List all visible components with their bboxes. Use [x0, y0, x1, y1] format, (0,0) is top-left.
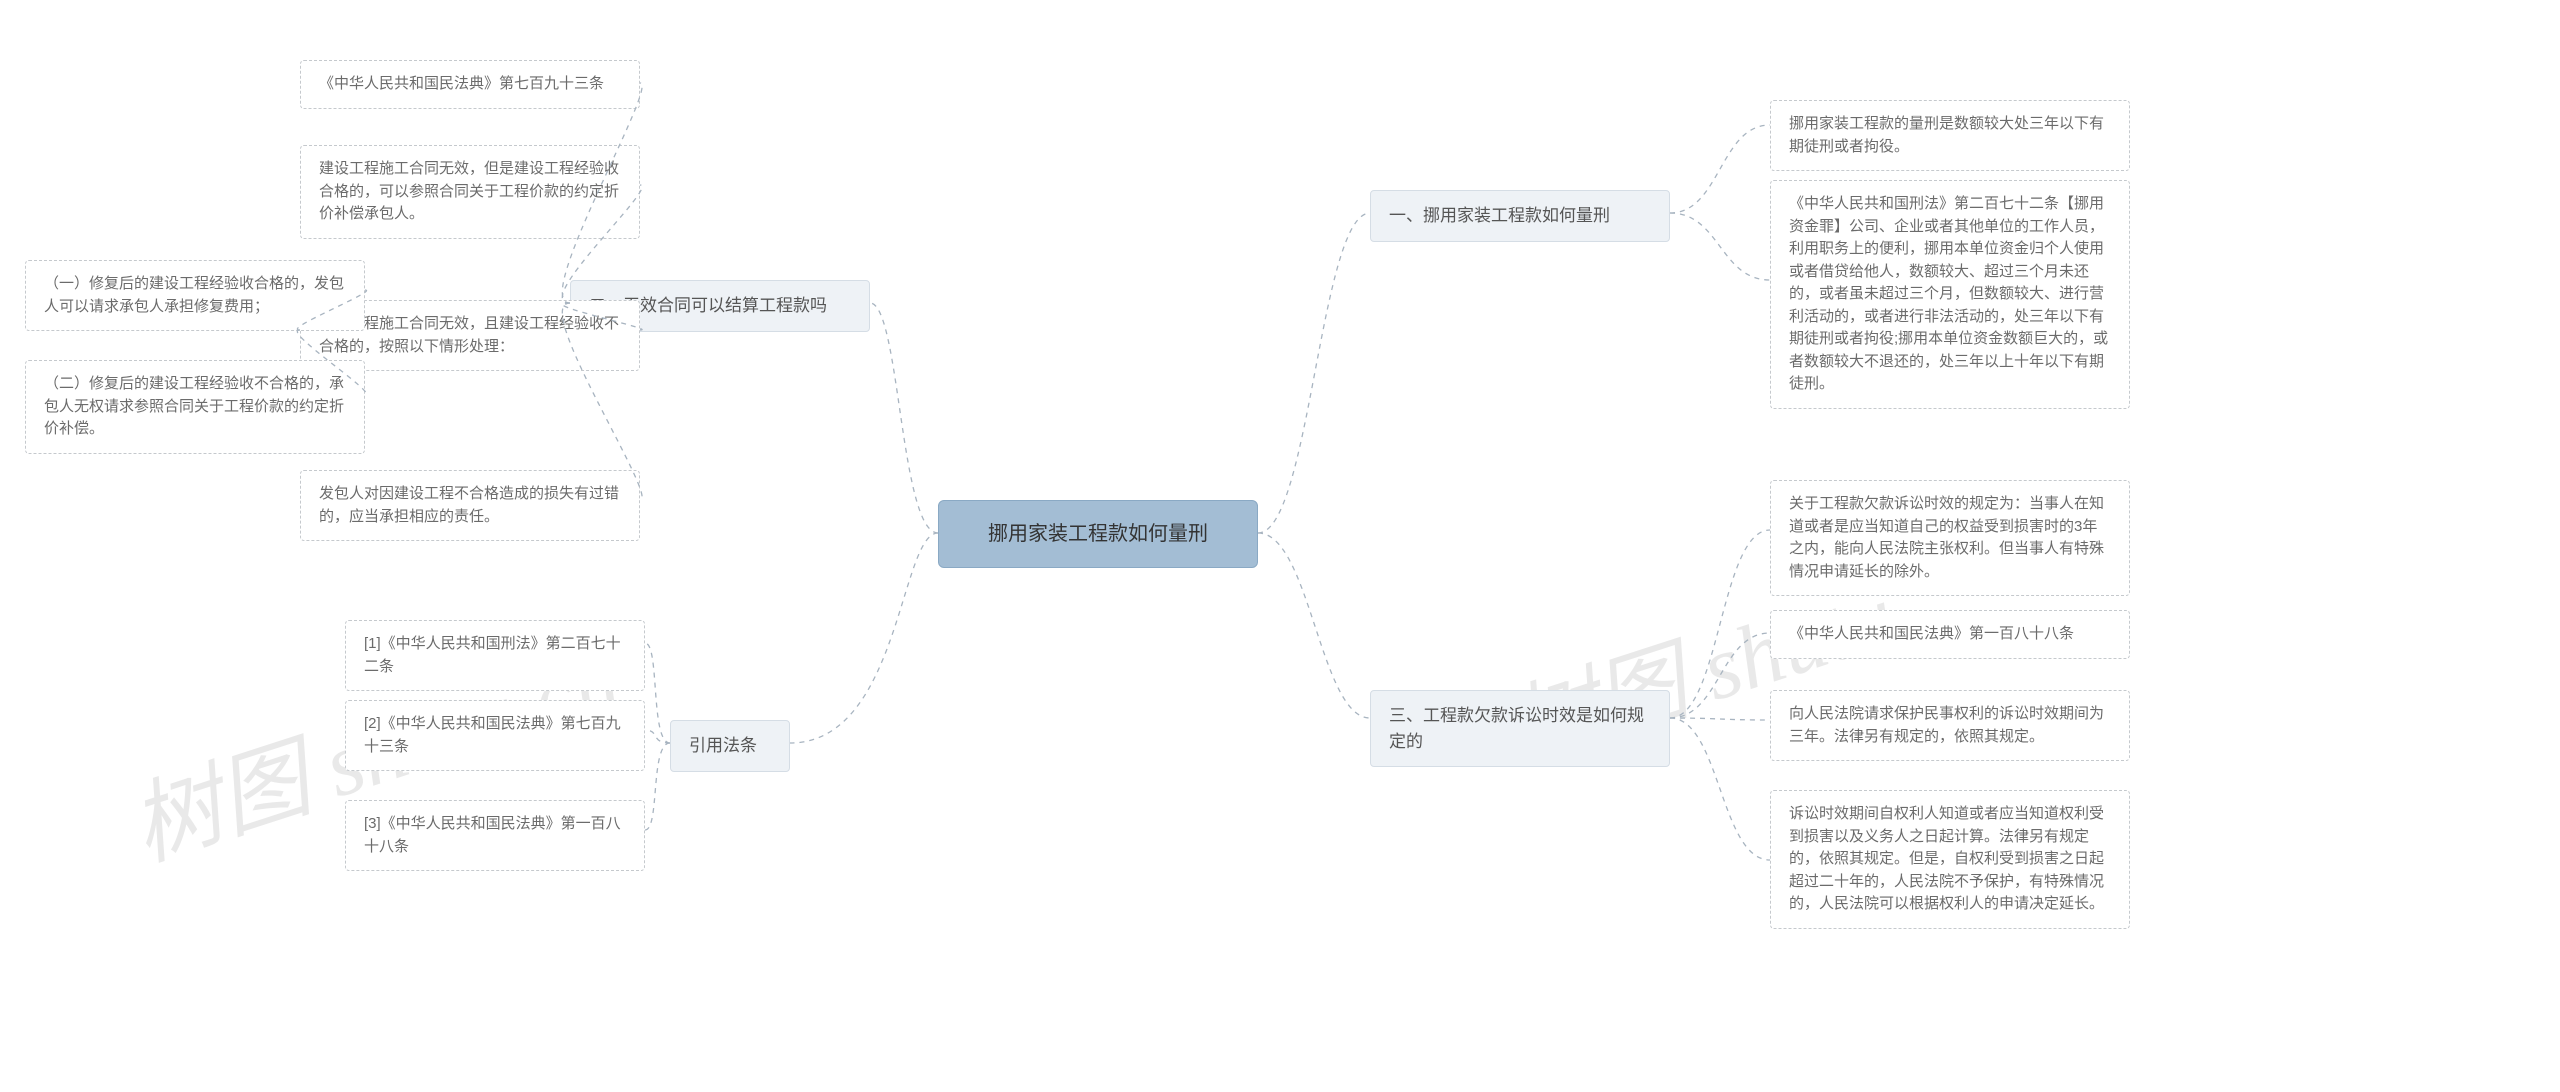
- leaf-l1-2: 建设工程施工合同无效，但是建设工程经验收合格的，可以参照合同关于工程价款的约定折…: [300, 145, 640, 239]
- leaf-l1-3-child-2: （二）修复后的建设工程经验收不合格的，承包人无权请求参照合同关于工程价款的约定折…: [25, 360, 365, 454]
- root-node: 挪用家装工程款如何量刑: [938, 500, 1258, 568]
- leaf-l1-3-child-1: （一）修复后的建设工程经验收合格的，发包人可以请求承包人承担修复费用；: [25, 260, 365, 331]
- branch-right-1: 一、挪用家装工程款如何量刑: [1370, 190, 1670, 242]
- leaf-l2-1: [1]《中华人民共和国刑法》第二百七十二条: [345, 620, 645, 691]
- leaf-l2-3: [3]《中华人民共和国民法典》第一百八十八条: [345, 800, 645, 871]
- leaf-l1-1: 《中华人民共和国民法典》第七百九十三条: [300, 60, 640, 109]
- leaf-l1-4: 发包人对因建设工程不合格造成的损失有过错的，应当承担相应的责任。: [300, 470, 640, 541]
- leaf-r2-1: 关于工程款欠款诉讼时效的规定为：当事人在知道或者是应当知道自己的权益受到损害时的…: [1770, 480, 2130, 596]
- leaf-l2-2: [2]《中华人民共和国民法典》第七百九十三条: [345, 700, 645, 771]
- leaf-r2-3: 向人民法院请求保护民事权利的诉讼时效期间为三年。法律另有规定的，依照其规定。: [1770, 690, 2130, 761]
- branch-right-2: 三、工程款欠款诉讼时效是如何规定的: [1370, 690, 1670, 767]
- leaf-r2-4: 诉讼时效期间自权利人知道或者应当知道权利受到损害以及义务人之日起计算。法律另有规…: [1770, 790, 2130, 929]
- leaf-r2-2: 《中华人民共和国民法典》第一百八十八条: [1770, 610, 2130, 659]
- leaf-r1-1: 挪用家装工程款的量刑是数额较大处三年以下有期徒刑或者拘役。: [1770, 100, 2130, 171]
- branch-left-2: 引用法条: [670, 720, 790, 772]
- leaf-r1-2: 《中华人民共和国刑法》第二百七十二条【挪用资金罪】公司、企业或者其他单位的工作人…: [1770, 180, 2130, 409]
